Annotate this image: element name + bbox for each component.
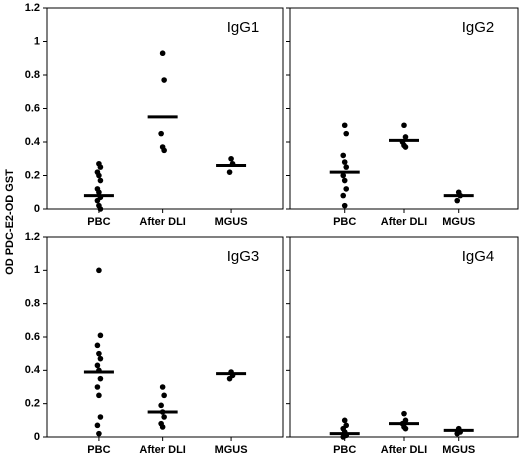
y-tick-label: 1	[34, 264, 40, 276]
x-tick-label: MGUS	[215, 444, 248, 454]
x-tick-label: PBC	[333, 444, 356, 454]
y-tick-label: 0.6	[25, 331, 40, 343]
data-point	[340, 434, 347, 440]
y-tick-label: 1.2	[25, 2, 40, 14]
y-tick-label: 0.4	[25, 364, 41, 376]
data-point	[159, 384, 166, 390]
data-point	[226, 375, 233, 382]
data-point	[402, 425, 409, 432]
panel-title: IgG4	[462, 248, 495, 265]
data-point	[159, 50, 166, 57]
data-point	[161, 77, 167, 83]
y-tick-label: 0.8	[25, 298, 40, 310]
data-point	[97, 332, 104, 339]
data-point	[343, 186, 350, 192]
data-point	[401, 410, 407, 417]
x-tick-label: After DLI	[381, 216, 427, 228]
x-tick-label: After DLI	[139, 216, 185, 228]
y-tick-label: 0.6	[25, 102, 40, 114]
data-point	[94, 384, 101, 390]
y-tick-label: 1	[34, 35, 40, 47]
data-point	[96, 189, 102, 196]
data-point	[340, 192, 347, 199]
data-point	[96, 172, 102, 179]
data-point	[96, 392, 102, 399]
data-point	[401, 122, 407, 129]
data-point	[341, 202, 348, 209]
x-tick-label: After DLI	[381, 444, 427, 454]
data-point	[341, 159, 348, 165]
data-point	[97, 414, 104, 420]
y-tick-label: 1.2	[25, 231, 40, 243]
data-point	[94, 422, 101, 429]
data-point	[340, 152, 347, 159]
data-point	[159, 424, 166, 430]
x-tick-label: MGUS	[215, 216, 248, 228]
data-point	[341, 177, 348, 184]
y-tick-label: 0	[34, 203, 40, 215]
panel-title: IgG3	[227, 248, 260, 265]
panel-title: IgG2	[462, 19, 495, 36]
data-point	[94, 362, 101, 369]
data-point	[97, 206, 104, 212]
data-point	[161, 414, 167, 420]
data-point	[97, 355, 104, 362]
plot-frame	[289, 236, 519, 438]
data-point	[97, 375, 104, 382]
x-tick-label: PBC	[87, 444, 110, 454]
data-point	[96, 430, 102, 437]
plot-frame	[46, 7, 284, 210]
data-point	[228, 155, 234, 162]
data-point	[454, 197, 461, 204]
x-tick-label: MGUS	[442, 216, 475, 228]
data-point	[97, 177, 104, 184]
x-tick-label: After DLI	[139, 444, 185, 454]
data-point	[158, 402, 164, 409]
x-tick-label: MGUS	[442, 444, 475, 454]
y-tick-label: 0	[34, 431, 40, 443]
data-point	[340, 172, 347, 179]
y-tick-label: 0.2	[25, 398, 40, 410]
data-point	[402, 134, 409, 140]
y-tick-label: 0.2	[25, 169, 40, 181]
data-point	[343, 130, 350, 137]
data-point	[341, 122, 348, 129]
data-point	[158, 130, 164, 137]
data-point	[341, 417, 348, 424]
data-point	[454, 430, 461, 437]
x-tick-label: PBC	[87, 216, 110, 228]
data-point	[161, 392, 167, 399]
y-tick-label: 0.8	[25, 69, 40, 81]
data-point	[96, 350, 102, 357]
y-tick-label: 0.4	[25, 136, 41, 148]
data-point	[402, 144, 409, 150]
y-axis-label: OD PDC-E2-OD GST	[4, 169, 16, 275]
data-point	[161, 147, 167, 154]
data-point	[343, 164, 350, 170]
panel-title: IgG1	[227, 19, 260, 36]
plot-frame	[46, 236, 284, 438]
data-point	[226, 169, 233, 175]
data-point	[94, 342, 101, 349]
x-tick-label: PBC	[333, 216, 356, 228]
data-point	[97, 164, 104, 170]
data-point	[96, 267, 102, 274]
plot-frame	[289, 7, 519, 210]
data-point	[94, 197, 101, 204]
